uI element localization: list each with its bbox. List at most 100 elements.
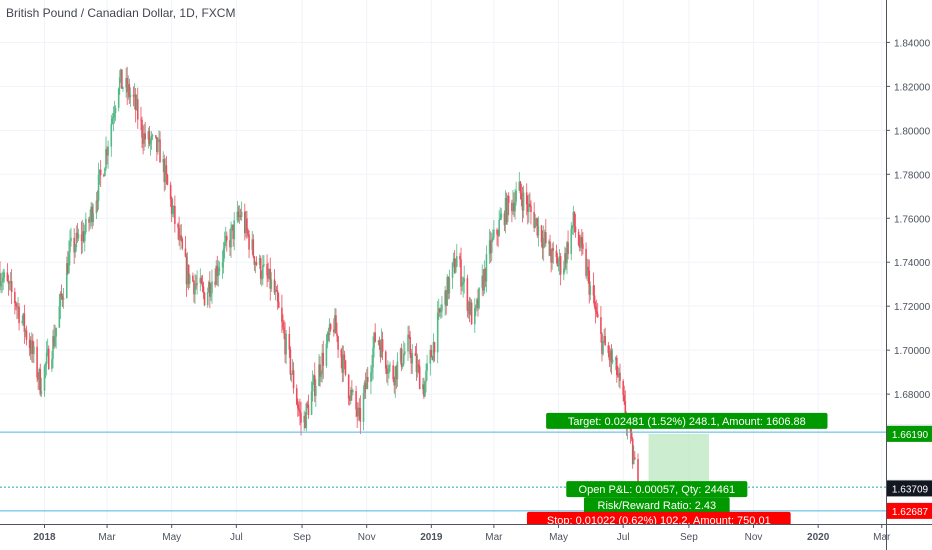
x-tick-label: 2018 [33, 532, 56, 543]
candle-up [51, 359, 53, 369]
candle-down [466, 278, 469, 311]
candle-down [513, 203, 515, 212]
candle-down [496, 229, 498, 235]
candle-down [556, 257, 559, 267]
candle-down [545, 232, 547, 244]
candle-down [32, 340, 34, 354]
time-axis[interactable]: 2018 Mar May Jul Sep Nov 2019 Mar May Jul Sep Nov 20… [0, 524, 932, 550]
candle-down [520, 193, 523, 200]
x-tick-label: May [549, 532, 568, 543]
candle-down [417, 364, 420, 367]
candle-up [609, 350, 612, 361]
candle-up [493, 229, 495, 238]
candle-down [630, 432, 633, 439]
candle-down [284, 333, 286, 355]
candle-up [363, 382, 366, 393]
candle-down [307, 404, 310, 415]
risk-reward-label-bg [583, 497, 730, 514]
candle-up [21, 320, 24, 324]
candle-up [342, 354, 345, 373]
candle-up [8, 282, 11, 284]
candle-up [69, 241, 71, 253]
candle-up [551, 248, 553, 263]
x-tick-label: 2020 [807, 532, 830, 543]
candle-down [187, 264, 190, 284]
candle-up [171, 208, 174, 214]
candle-down [400, 348, 403, 367]
candle-up [173, 205, 175, 209]
candle-up [129, 94, 132, 98]
candle-up [164, 165, 167, 183]
candle-up [558, 256, 561, 264]
candle-up [135, 99, 138, 110]
candle-up [55, 327, 57, 337]
price-axis[interactable]: 1.84000 1.82000 1.80000 1.78000 1.76000 1.740… [886, 0, 932, 550]
candle-up [52, 336, 54, 360]
candle-up [263, 264, 265, 266]
candle-up [463, 278, 465, 283]
candle-down [169, 184, 172, 200]
candle-down [521, 199, 524, 211]
candle-up [349, 390, 352, 401]
candle-down [519, 181, 522, 194]
candle-up [157, 139, 159, 152]
candle-up [426, 363, 428, 371]
candle-down [39, 369, 42, 395]
candle-down [306, 403, 309, 405]
candle-down [358, 407, 361, 409]
candle-up [321, 352, 323, 375]
candle-down [18, 306, 20, 324]
candle-up [522, 192, 525, 211]
candle-down [288, 334, 291, 350]
candle-down [156, 137, 158, 152]
price-axis-bg [886, 0, 932, 550]
candle-up [158, 139, 160, 141]
open-pnl-label-bg [566, 481, 748, 498]
candle-up [274, 290, 277, 293]
candle-down [103, 175, 105, 177]
candle-up [9, 281, 12, 283]
candle-up [0, 282, 2, 287]
candle-up [104, 168, 106, 177]
price-label: 1.66190 [892, 430, 929, 441]
candle-up [224, 235, 227, 243]
candle-down [193, 281, 195, 295]
candle-up [528, 203, 530, 212]
candle-down [200, 277, 203, 284]
candle-up [222, 248, 225, 263]
candle-down [37, 377, 39, 380]
candle-up [40, 390, 43, 395]
candle-down [60, 293, 63, 297]
candle-up [46, 348, 49, 353]
candle-down [216, 265, 219, 276]
candle-up [334, 315, 336, 333]
y-tick-label: 1.72000 [894, 302, 931, 313]
candle-up [514, 201, 516, 212]
x-tick-label: Mar [98, 532, 116, 543]
candle-down [366, 376, 369, 382]
candle-up [17, 306, 19, 308]
candle-up [614, 357, 617, 360]
candle-down [121, 69, 123, 89]
candle-down [507, 195, 510, 203]
candle-down [453, 258, 456, 273]
candle-down [201, 283, 204, 287]
candle-up [586, 266, 588, 276]
candle-up [515, 190, 517, 202]
candle-up [475, 305, 477, 308]
candle-down [142, 137, 144, 144]
candle-up [74, 247, 77, 253]
candle-down [10, 281, 13, 293]
candle-down [530, 205, 532, 213]
candle-down [536, 218, 539, 236]
candle-up [230, 227, 232, 248]
candle-down [7, 281, 10, 284]
candle-down [565, 253, 567, 264]
candle-up [572, 211, 575, 226]
candle-up [352, 391, 354, 393]
candle-up [500, 213, 503, 218]
candle-down [344, 360, 347, 375]
candle-down [574, 226, 577, 232]
candle-down [503, 213, 506, 226]
